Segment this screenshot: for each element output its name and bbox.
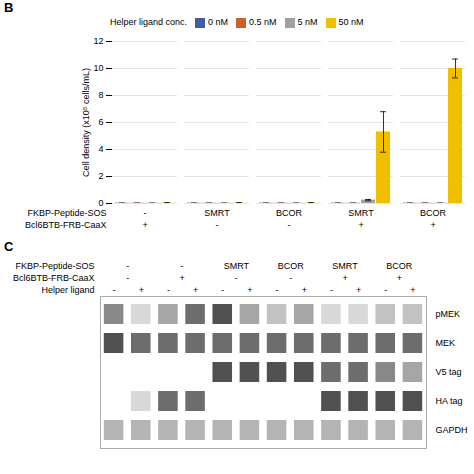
svg-text:+: + xyxy=(358,220,363,230)
svg-text:-: - xyxy=(288,220,291,230)
svg-text:SMRT: SMRT xyxy=(204,208,230,218)
svg-text:12: 12 xyxy=(93,36,103,46)
svg-text:V5 tag: V5 tag xyxy=(436,367,462,377)
svg-text:Helper ligand: Helper ligand xyxy=(41,285,94,295)
html-text:50 nM: 50 nM xyxy=(338,17,364,27)
svg-text:GAPDH: GAPDH xyxy=(436,425,468,435)
svg-text:Bcl6BTB-FRB-CaaX: Bcl6BTB-FRB-CaaX xyxy=(13,273,95,283)
svg-text:FKBP-Peptide-SOS: FKBP-Peptide-SOS xyxy=(27,208,106,218)
svg-text:BCOR: BCOR xyxy=(278,261,305,271)
html-text:0.5 nM: 0.5 nM xyxy=(249,17,277,27)
svg-text:-: - xyxy=(276,285,279,295)
svg-text:Cell density (x10⁵ cells/mL): Cell density (x10⁵ cells/mL) xyxy=(81,68,91,177)
svg-text:0: 0 xyxy=(98,198,104,209)
svg-text:MEK: MEK xyxy=(436,338,456,348)
html-text:B: B xyxy=(4,0,14,15)
svg-text:-: - xyxy=(235,273,238,283)
svg-text:-: - xyxy=(330,285,333,295)
svg-text:6: 6 xyxy=(98,117,103,127)
svg-text:+: + xyxy=(397,273,402,283)
html-text:5 nM: 5 nM xyxy=(297,17,318,27)
svg-text:+: + xyxy=(193,285,198,295)
svg-text:BCOR: BCOR xyxy=(386,261,413,271)
svg-text:BCOR: BCOR xyxy=(420,208,447,218)
svg-text:+: + xyxy=(179,273,184,283)
svg-text:-: - xyxy=(126,261,129,271)
svg-text:-: - xyxy=(181,261,184,271)
svg-text:8: 8 xyxy=(98,90,103,100)
svg-text:BCOR: BCOR xyxy=(276,208,303,218)
html-text:Helper ligand conc.: Helper ligand conc. xyxy=(110,17,187,27)
svg-text:+: + xyxy=(430,220,435,230)
svg-text:+: + xyxy=(356,285,361,295)
svg-text:-: - xyxy=(113,285,116,295)
svg-text:HA tag: HA tag xyxy=(436,396,463,406)
svg-text:+: + xyxy=(142,220,147,230)
svg-text:Bcl6BTB-FRB-CaaX: Bcl6BTB-FRB-CaaX xyxy=(25,220,107,230)
svg-text:10: 10 xyxy=(93,63,103,73)
svg-text:+: + xyxy=(139,285,144,295)
svg-text:+: + xyxy=(410,285,415,295)
svg-text:-: - xyxy=(126,273,129,283)
svg-text:2: 2 xyxy=(98,171,103,181)
svg-text:-: - xyxy=(167,285,170,295)
html-text:C: C xyxy=(4,239,14,254)
svg-text:-: - xyxy=(144,208,147,218)
svg-text:4: 4 xyxy=(98,144,103,154)
svg-text:SMRT: SMRT xyxy=(332,261,358,271)
svg-text:SMRT: SMRT xyxy=(224,261,250,271)
svg-text:-: - xyxy=(289,273,292,283)
html-text:0 nM: 0 nM xyxy=(208,17,229,27)
svg-text:FKBP-Peptide-SOS: FKBP-Peptide-SOS xyxy=(15,261,94,271)
svg-text:SMRT: SMRT xyxy=(348,208,374,218)
svg-text:pMEK: pMEK xyxy=(436,309,461,319)
svg-text:-: - xyxy=(384,285,387,295)
svg-text:-: - xyxy=(216,220,219,230)
svg-text:+: + xyxy=(247,285,252,295)
svg-text:+: + xyxy=(302,285,307,295)
svg-text:-: - xyxy=(221,285,224,295)
svg-text:+: + xyxy=(342,273,347,283)
